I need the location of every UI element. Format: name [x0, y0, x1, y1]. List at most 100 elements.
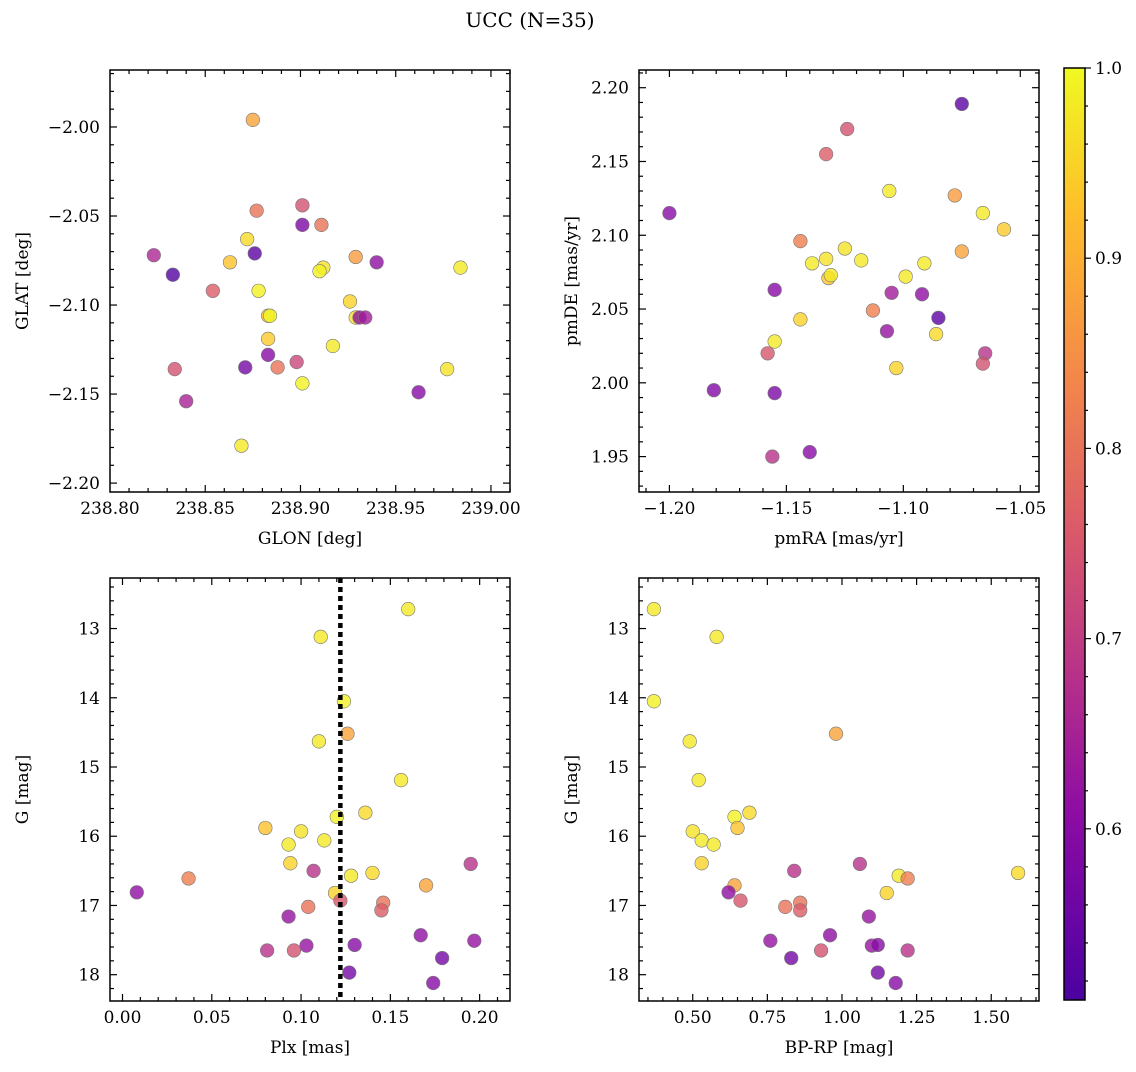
data-point	[260, 347, 276, 362]
data-point	[467, 933, 482, 948]
data-point	[281, 909, 296, 924]
data-point	[760, 346, 775, 361]
data-point	[1011, 865, 1026, 881]
data-point	[721, 885, 736, 900]
data-point	[787, 863, 802, 878]
x-tick-label: −1.20	[643, 499, 695, 519]
data-point	[348, 249, 363, 265]
data-point	[889, 360, 904, 376]
data-point	[767, 334, 782, 349]
axes-frame	[109, 577, 511, 1002]
colorbar-gradient	[1063, 67, 1086, 1001]
data-point	[975, 206, 990, 221]
panel-1: 238.80 238.85 238.90 238.95 239.00 −2.20 −2.15…	[13, 69, 521, 549]
data-point	[784, 950, 799, 966]
y-tick-label: 13	[607, 620, 629, 640]
x-tick-label: 238.90	[271, 499, 330, 519]
data-point	[947, 188, 962, 203]
panel-4: 0.50 0.75 1.00 1.25 1.50 13 14 15 16 17 18 BP-RP [m…	[562, 577, 1040, 1058]
x-tick-label: 0.15	[371, 1008, 409, 1028]
data-point	[247, 246, 262, 261]
data-point	[234, 438, 249, 453]
data-point	[167, 362, 182, 377]
x-tick-label: −1.15	[760, 499, 812, 519]
colorbar-tick-label: 0.6	[1095, 820, 1122, 840]
data-point	[888, 975, 903, 991]
data-point	[685, 824, 700, 839]
data-point	[765, 449, 780, 464]
data-point	[181, 871, 196, 886]
data-point	[706, 383, 721, 398]
x-tick-label: 0.05	[193, 1008, 231, 1028]
data-point	[819, 251, 834, 266]
x-tick-label: 0.00	[104, 1008, 142, 1028]
data-point	[802, 445, 817, 460]
data-point	[837, 241, 852, 256]
data-point	[879, 885, 894, 901]
data-point	[281, 837, 296, 852]
figure-title: UCC (N=35)	[465, 8, 594, 32]
data-point	[411, 385, 426, 400]
data-point	[146, 248, 161, 263]
y-axis-label: G [mag]	[562, 755, 582, 824]
data-point	[996, 222, 1012, 237]
data-point	[793, 234, 808, 249]
data-point	[694, 833, 709, 848]
data-point	[311, 734, 327, 749]
x-tick-label: 0.10	[282, 1008, 320, 1028]
data-point	[898, 269, 913, 284]
y-tick-label: 17	[78, 896, 100, 916]
data-point	[312, 264, 327, 279]
data-point	[306, 863, 321, 878]
data-point	[975, 356, 990, 371]
axes-frame	[638, 69, 1040, 493]
data-point	[295, 217, 310, 233]
data-point	[245, 112, 260, 127]
axes-frame	[638, 577, 1040, 1002]
y-tick-label: 18	[78, 966, 100, 986]
data-point	[879, 324, 895, 339]
data-point	[317, 833, 332, 848]
data-point	[179, 394, 194, 409]
panels: 238.80 238.85 238.90 238.95 239.00 −2.20 −2.15…	[13, 69, 1046, 1058]
data-point	[662, 206, 677, 221]
y-axis-label: GLAT [deg]	[13, 232, 33, 330]
y-tick-label: 17	[607, 896, 629, 916]
data-point	[694, 856, 709, 871]
y-tick-label: −2.00	[48, 118, 100, 138]
data-point	[793, 903, 808, 918]
colorbar-tick-label: 1.0	[1095, 59, 1122, 79]
y-tick-label: 2.10	[591, 226, 629, 246]
x-axis-label: Plx [mas]	[270, 1038, 350, 1058]
x-tick-label: 1.50	[972, 1008, 1010, 1028]
y-axis-label: G [mag]	[13, 755, 33, 824]
data-point	[435, 950, 450, 966]
x-tick-label: 1.25	[898, 1008, 936, 1028]
data-point	[928, 327, 944, 342]
data-point	[646, 602, 662, 617]
data-point	[763, 933, 778, 948]
y-tick-label: 14	[607, 689, 629, 709]
data-point	[453, 260, 468, 275]
colorbar-tick-label: 0.9	[1095, 249, 1122, 269]
data-point	[914, 287, 930, 302]
data-point	[822, 928, 838, 943]
x-tick-label: −1.10	[877, 499, 929, 519]
data-point	[358, 805, 373, 820]
data-point	[426, 975, 441, 991]
data-point	[238, 360, 253, 375]
data-point	[767, 386, 782, 401]
data-point	[682, 734, 697, 749]
data-point	[347, 937, 362, 953]
y-axis-label: pmDE [mas/yr]	[562, 216, 582, 346]
data-point	[325, 338, 340, 354]
panel-3: 0.00 0.05 0.10 0.15 0.20 13 14 15 16 17 18 Plx [mas…	[13, 577, 511, 1058]
y-tick-label: −2.15	[48, 385, 100, 405]
y-tick-label: 16	[607, 827, 629, 847]
y-tick-label: 15	[78, 758, 100, 778]
data-point	[882, 183, 897, 199]
y-tick-label: 16	[78, 827, 100, 847]
y-tick-label: −2.20	[48, 474, 100, 494]
data-point	[709, 629, 724, 644]
